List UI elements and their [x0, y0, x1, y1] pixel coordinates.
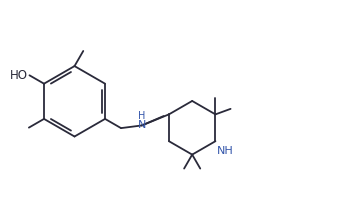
Text: NH: NH	[217, 146, 234, 156]
Text: H: H	[138, 111, 146, 121]
Text: HO: HO	[10, 69, 28, 82]
Text: N: N	[137, 121, 146, 130]
